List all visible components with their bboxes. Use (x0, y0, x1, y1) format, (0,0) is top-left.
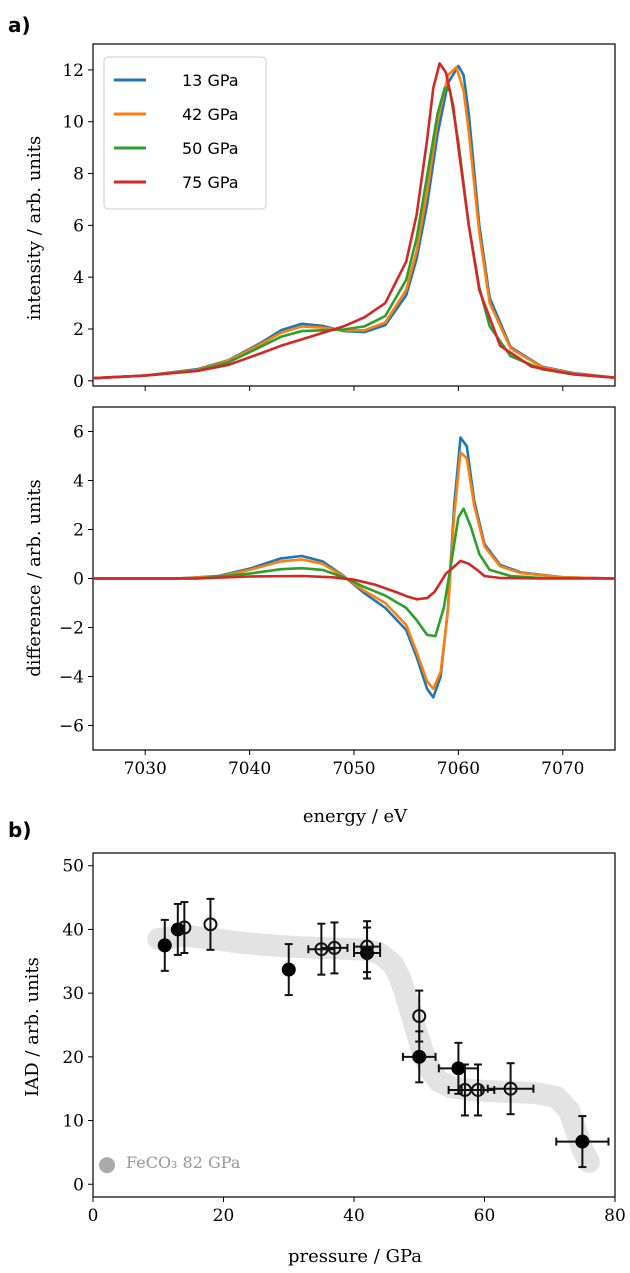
y-tick-label: 4 (73, 472, 84, 492)
x-tick-label: 40 (343, 1206, 365, 1226)
y-tick-label: 40 (62, 920, 84, 940)
x-tick-label: 7040 (228, 759, 271, 779)
pressure-axis-label: pressure / GPa (288, 1246, 422, 1267)
y-tick-label: 0 (73, 570, 84, 590)
series-line-13-gpa (93, 436, 615, 699)
marker (203, 917, 218, 932)
data-point-filled (555, 1115, 610, 1169)
iad-axis-label: IAD / arb. units (22, 957, 43, 1097)
y-tick-label: 50 (62, 857, 84, 877)
marker (157, 938, 172, 953)
reference-marker (99, 1157, 116, 1174)
marker (412, 1009, 427, 1024)
y-tick-label: 6 (73, 423, 84, 443)
x-tick-label: 60 (474, 1206, 496, 1226)
difference-axis-label: difference / arb. units (24, 479, 45, 677)
legend: 13 GPa 42 GPa 50 GPa 75 GPa (103, 56, 267, 210)
series-line-75-gpa (93, 62, 615, 380)
y-tick-label: −6 (59, 717, 84, 737)
y-tick-label: −4 (59, 668, 84, 688)
panel-label-a: a) (8, 13, 31, 37)
trend-band (147, 924, 600, 1173)
difference-plot: −6 −4 −2 0 2 4 6 7030 7040 7050 7060 7070 (59, 406, 616, 779)
y-tick-label: 0 (73, 1175, 84, 1195)
marker (412, 1049, 427, 1064)
data-point-open (320, 921, 349, 975)
y-tick-label: 30 (62, 984, 84, 1004)
intensity-plot: 0 2 4 6 8 10 12 (62, 43, 616, 392)
marker (360, 939, 375, 954)
y-tick-label: 2 (73, 320, 84, 340)
y-tick-label: 10 (62, 1112, 84, 1132)
legend-label: 42 GPa (182, 105, 239, 124)
intensity-axis-label: intensity / arb. units (24, 136, 45, 320)
x-tick-label: 80 (604, 1206, 626, 1226)
reference-label: FeCO₃ 82 GPa (126, 1153, 241, 1172)
data-point-filled (157, 918, 172, 972)
data-point-open (412, 989, 427, 1043)
y-tick-label: 2 (73, 521, 84, 541)
marker (177, 920, 192, 935)
marker (314, 942, 329, 957)
series-line-50-gpa (93, 507, 615, 638)
legend-box (103, 56, 267, 210)
y-tick-label: 6 (73, 216, 84, 236)
x-tick-label: 7070 (541, 759, 584, 779)
marker (281, 962, 296, 977)
data-point-open (177, 901, 192, 955)
y-tick-label: −2 (59, 619, 84, 639)
marker (451, 1061, 466, 1076)
plot-frame (92, 852, 616, 1198)
y-tick-label: 0 (73, 372, 84, 392)
data-point-open (203, 897, 218, 951)
marker (575, 1134, 590, 1149)
y-tick-label: 4 (73, 268, 84, 288)
x-tick-label: 7030 (124, 759, 167, 779)
y-tick-label: 10 (62, 113, 84, 133)
series-line-42-gpa (93, 451, 615, 691)
data-point-open (486, 1062, 535, 1116)
panel-label-b: b) (8, 818, 31, 842)
x-tick-label: 7060 (437, 759, 480, 779)
y-tick-label: 20 (62, 1048, 84, 1068)
energy-axis-label: energy / eV (303, 806, 408, 827)
legend-label: 13 GPa (182, 71, 239, 90)
data-point-filled (281, 943, 296, 997)
series-line-42-gpa (93, 66, 615, 380)
series-line-75-gpa (93, 559, 615, 601)
legend-label: 50 GPa (182, 139, 239, 158)
marker (470, 1082, 485, 1097)
x-tick-label: 7050 (332, 759, 375, 779)
iad-plot: 0 10 20 30 40 50 0 20 40 60 80 (62, 852, 626, 1226)
data-point-open (460, 1063, 496, 1117)
y-tick-label: 8 (73, 165, 84, 185)
marker (327, 940, 342, 955)
series-line-50-gpa (93, 86, 615, 380)
x-tick-label: 0 (88, 1206, 99, 1226)
marker (503, 1081, 518, 1096)
y-tick-label: 12 (62, 61, 84, 81)
legend-label: 75 GPa (182, 173, 239, 192)
x-tick-label: 20 (213, 1206, 235, 1226)
data-point-open (353, 920, 382, 974)
